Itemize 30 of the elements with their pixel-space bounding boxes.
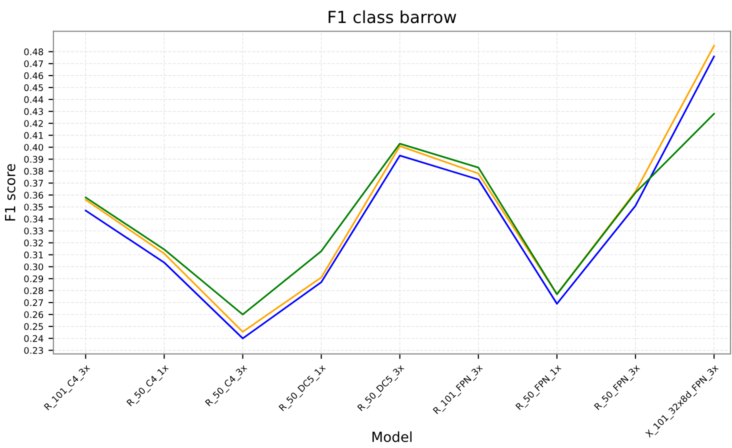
y-tick-label: 0.36: [24, 192, 44, 199]
chart-title: F1 class barrow: [328, 10, 456, 24]
y-tick-label: 0.39: [24, 156, 44, 163]
y-tick-label: 0.26: [24, 311, 44, 318]
y-tick-label: 0.27: [24, 299, 43, 306]
y-tick-label: 0.34: [24, 216, 44, 222]
y-tick-label: 0.46: [24, 72, 44, 80]
y-tick-label: 0.25: [24, 323, 43, 330]
y-tick-label: 0.24: [24, 335, 44, 342]
y-tick-label: 0.40: [24, 144, 44, 151]
y-tick-label: 0.38: [24, 168, 44, 175]
y-tick-label: 0.23: [24, 347, 43, 354]
y-tick-label: 0.29: [24, 275, 44, 282]
y-tick-label: 0.43: [24, 108, 43, 115]
y-tick-label: 0.31: [24, 251, 43, 258]
y-tick-label: 0.44: [24, 96, 44, 104]
y-tick-label: 0.42: [24, 120, 43, 127]
y-tick-label: 0.41: [24, 132, 43, 139]
y-tick-label: 0.32: [24, 240, 43, 246]
x-axis-title: Model: [372, 431, 412, 442]
y-axis-title: F1 score: [5, 164, 16, 221]
line-series: [84, 112, 715, 316]
y-tick-label: 0.35: [24, 204, 43, 211]
y-tick-label: 0.37: [24, 180, 43, 187]
y-tick-label: 0.45: [24, 84, 43, 92]
y-tick-label: 0.33: [24, 228, 43, 234]
y-tick-label: 0.28: [24, 287, 44, 294]
y-tick-label: 0.47: [24, 60, 43, 68]
y-tick-label: 0.48: [24, 48, 44, 56]
y-tick-label: 0.30: [24, 263, 44, 270]
